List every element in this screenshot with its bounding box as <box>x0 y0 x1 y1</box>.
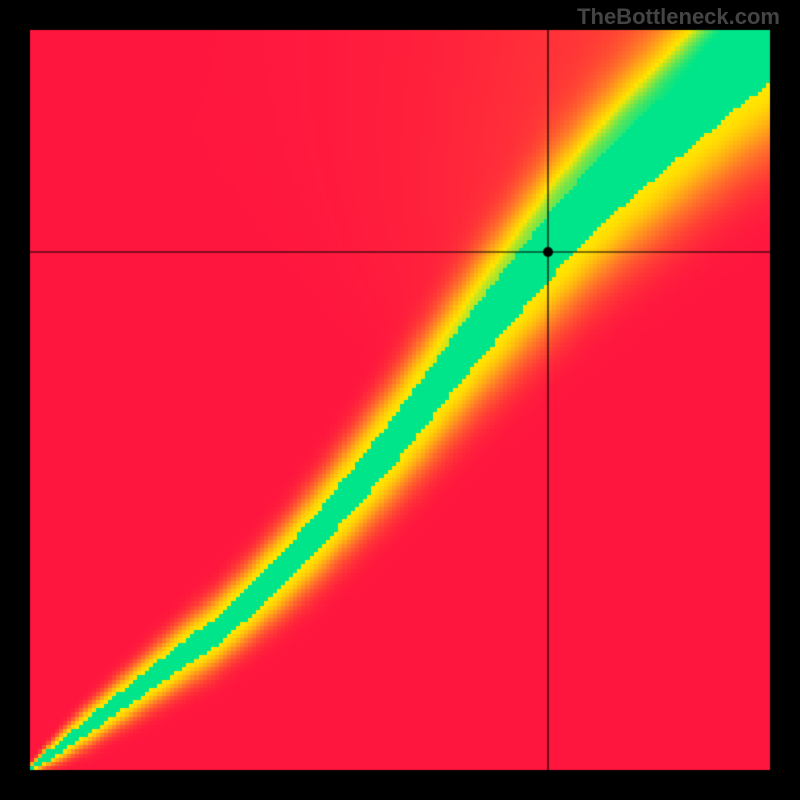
bottleneck-heatmap: TheBottleneck.com <box>0 0 800 800</box>
heatmap-canvas <box>0 0 800 800</box>
watermark-text: TheBottleneck.com <box>577 4 780 30</box>
